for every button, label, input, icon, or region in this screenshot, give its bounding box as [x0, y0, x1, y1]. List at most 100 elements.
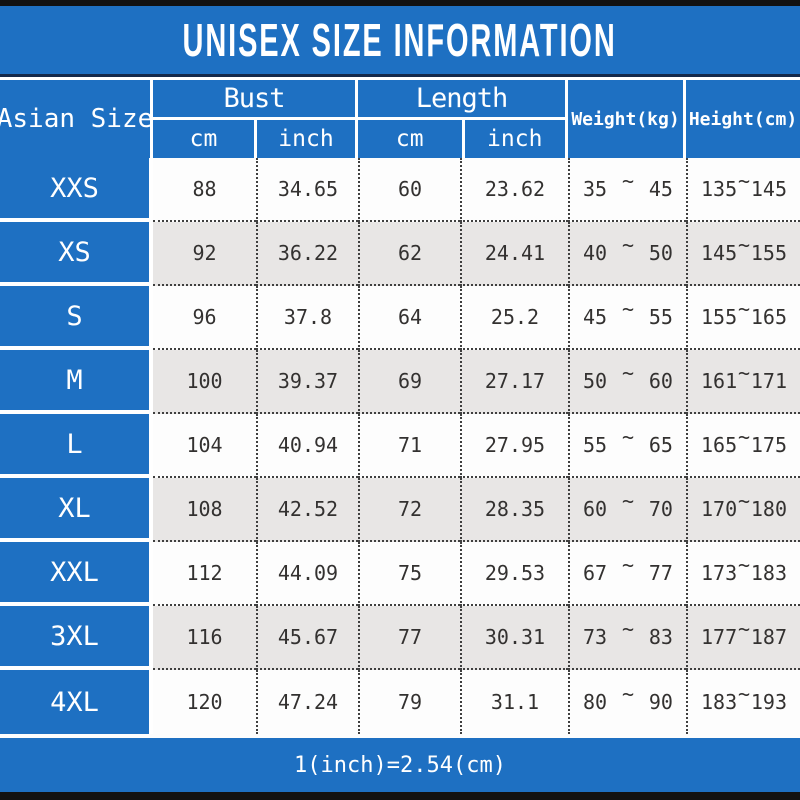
weight-range-cell: 60 ~70 [568, 478, 686, 542]
tilde-separator: ~ [621, 682, 635, 706]
tilde-separator: ~ [737, 361, 751, 385]
size-cell: XL [0, 478, 153, 542]
size-label: XXL [50, 556, 99, 588]
length-inch-cell: 31.1 [460, 670, 568, 734]
tilde-separator: ~ [737, 682, 751, 706]
length-inch-cell: 30.31 [460, 606, 568, 670]
length-inch-cell: 28.35 [460, 478, 568, 542]
tilde-separator: ~ [621, 169, 635, 193]
length-group-header: Length cm inch [358, 80, 568, 158]
weight-min: 40 [583, 241, 608, 265]
weight-max: 50 [648, 241, 673, 265]
height-min: 135 [701, 177, 738, 201]
bust-cm-cell: 96 [153, 286, 256, 350]
length-cm-cell: 64 [358, 286, 460, 350]
height-max: 165 [750, 305, 787, 329]
bust-inch-cell: 45.67 [256, 606, 358, 670]
tilde-separator: ~ [621, 553, 635, 577]
weight-max: 77 [648, 561, 673, 585]
weight-range-cell: 45 ~55 [568, 286, 686, 350]
footer-band: 1(inch)=2.54(cm) [0, 738, 800, 792]
height-range-cell: 173 ~183 [686, 542, 800, 606]
height-min: 145 [701, 241, 738, 265]
height-max: 175 [750, 433, 787, 457]
conversion-note: 1(inch)=2.54(cm) [294, 752, 506, 778]
table-row-xl: XL 108 42.52 72 28.35 60 ~70 170 ~180 [0, 478, 800, 542]
height-min: 155 [701, 305, 738, 329]
bust-cm-cell: 100 [153, 350, 256, 414]
height-max: 145 [750, 177, 787, 201]
table-row-xs: XS 92 36.22 62 24.41 40 ~50 145 ~155 [0, 222, 800, 286]
weight-min: 73 [583, 625, 608, 649]
height-max: 180 [750, 497, 787, 521]
height-range-cell: 183 ~193 [686, 670, 800, 734]
bust-cm-subheader: cm [189, 126, 218, 152]
weight-max: 83 [648, 625, 673, 649]
weight-min: 55 [583, 433, 608, 457]
length-inch-cell: 27.17 [460, 350, 568, 414]
weight-range-cell: 40 ~50 [568, 222, 686, 286]
height-range-cell: 170 ~180 [686, 478, 800, 542]
length-cm-cell: 62 [358, 222, 460, 286]
length-cm-cell: 72 [358, 478, 460, 542]
tilde-separator: ~ [737, 553, 751, 577]
tilde-separator: ~ [737, 169, 751, 193]
weight-range-cell: 67 ~77 [568, 542, 686, 606]
size-label: XS [58, 236, 91, 268]
bust-inch-cell: 34.65 [256, 158, 358, 222]
tilde-separator: ~ [737, 425, 751, 449]
weight-min: 50 [583, 369, 608, 393]
length-cm-cell: 75 [358, 542, 460, 606]
size-label: 4XL [50, 686, 99, 718]
height-min: 165 [701, 433, 738, 457]
page-title: UNISEX SIZE INFORMATION [182, 14, 618, 66]
height-range-cell: 161 ~171 [686, 350, 800, 414]
bust-cm-cell: 108 [153, 478, 256, 542]
bust-cm-cell: 116 [153, 606, 256, 670]
weight-range-cell: 55 ~65 [568, 414, 686, 478]
height-range-cell: 165 ~175 [686, 414, 800, 478]
size-label: L [66, 428, 83, 460]
tilde-separator: ~ [621, 489, 635, 513]
table-footer-gap [0, 734, 800, 738]
table-row-l: L 104 40.94 71 27.95 55 ~65 165 ~175 [0, 414, 800, 478]
top-black-bar [0, 0, 800, 6]
tilde-separator: ~ [737, 233, 751, 257]
table-body: XXS 88 34.65 60 23.62 35 ~45 135 ~145 XS 9… [0, 158, 800, 734]
bust-cm-cell: 92 [153, 222, 256, 286]
bust-inch-cell: 39.37 [256, 350, 358, 414]
length-cm-cell: 60 [358, 158, 460, 222]
table-row-4xl: 4XL 120 47.24 79 31.1 80 ~90 183 ~193 [0, 670, 800, 734]
length-inch-cell: 29.53 [460, 542, 568, 606]
length-cm-cell: 71 [358, 414, 460, 478]
bust-cm-cell: 104 [153, 414, 256, 478]
height-min: 173 [701, 561, 738, 585]
tilde-separator: ~ [737, 489, 751, 513]
weight-range-cell: 80 ~90 [568, 670, 686, 734]
table-row-s: S 96 37.8 64 25.2 45 ~55 155 ~165 [0, 286, 800, 350]
bust-inch-cell: 36.22 [256, 222, 358, 286]
tilde-separator: ~ [737, 297, 751, 321]
height-range-cell: 135 ~145 [686, 158, 800, 222]
length-cm-cell: 77 [358, 606, 460, 670]
size-label: 3XL [50, 620, 99, 652]
height-min: 170 [701, 497, 738, 521]
bust-inch-cell: 37.8 [256, 286, 358, 350]
size-cell: S [0, 286, 153, 350]
height-min: 183 [701, 690, 738, 714]
weight-max: 60 [648, 369, 673, 393]
tilde-separator: ~ [621, 233, 635, 257]
table-header: Asian Size Bust cm inch Length cm inch W… [0, 77, 800, 158]
length-inch-cell: 23.62 [460, 158, 568, 222]
bust-inch-cell: 42.52 [256, 478, 358, 542]
table-row-xxs: XXS 88 34.65 60 23.62 35 ~45 135 ~145 [0, 158, 800, 222]
tilde-separator: ~ [621, 297, 635, 321]
height-max: 155 [750, 241, 787, 265]
tilde-separator: ~ [621, 617, 635, 641]
tilde-separator: ~ [621, 425, 635, 449]
weight-min: 60 [583, 497, 608, 521]
height-range-cell: 145 ~155 [686, 222, 800, 286]
height-header: Height(cm) [688, 108, 798, 130]
tilde-separator: ~ [621, 361, 635, 385]
size-cell: L [0, 414, 153, 478]
